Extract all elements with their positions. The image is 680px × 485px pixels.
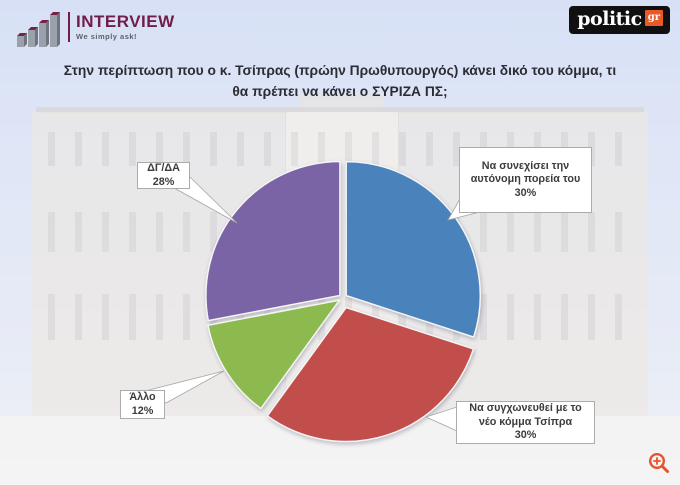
pie-slice-dk-na: [205, 160, 341, 322]
pie-slice-merge-with-tsipras-party: [266, 306, 475, 443]
politic-logo-name: politic: [577, 8, 642, 30]
zoom-in-icon[interactable]: [647, 451, 671, 475]
callout-dk-na: ΔΓ/ΔΑ 28%: [137, 162, 190, 189]
interview-logo[interactable]: INTERVIEW We simply ask!: [16, 6, 175, 48]
politic-logo-tld-badge: gr: [644, 10, 663, 26]
callout-merge-with-tsipras-party: Να συγχωνευθεί με το νέο κόμμα Τσίπρα 30…: [456, 401, 595, 444]
callout-other: Άλλο 12%: [120, 390, 165, 419]
pie-slices: [205, 160, 481, 443]
interview-logo-tagline: We simply ask!: [76, 32, 138, 41]
bar-chart-logo-icon: [17, 12, 60, 47]
callout-autonomous-course: Να συνεχίσει την αυτόνομη πορεία του 30%: [459, 147, 592, 213]
pie-slice-other: [207, 299, 341, 410]
interview-logo-name: INTERVIEW: [76, 12, 175, 31]
poll-question-title: Στην περίπτωση που ο κ. Τσίπρας (πρώην Π…: [63, 63, 617, 100]
logo-divider: [68, 12, 70, 42]
politic-logo[interactable]: politic gr: [569, 6, 670, 34]
